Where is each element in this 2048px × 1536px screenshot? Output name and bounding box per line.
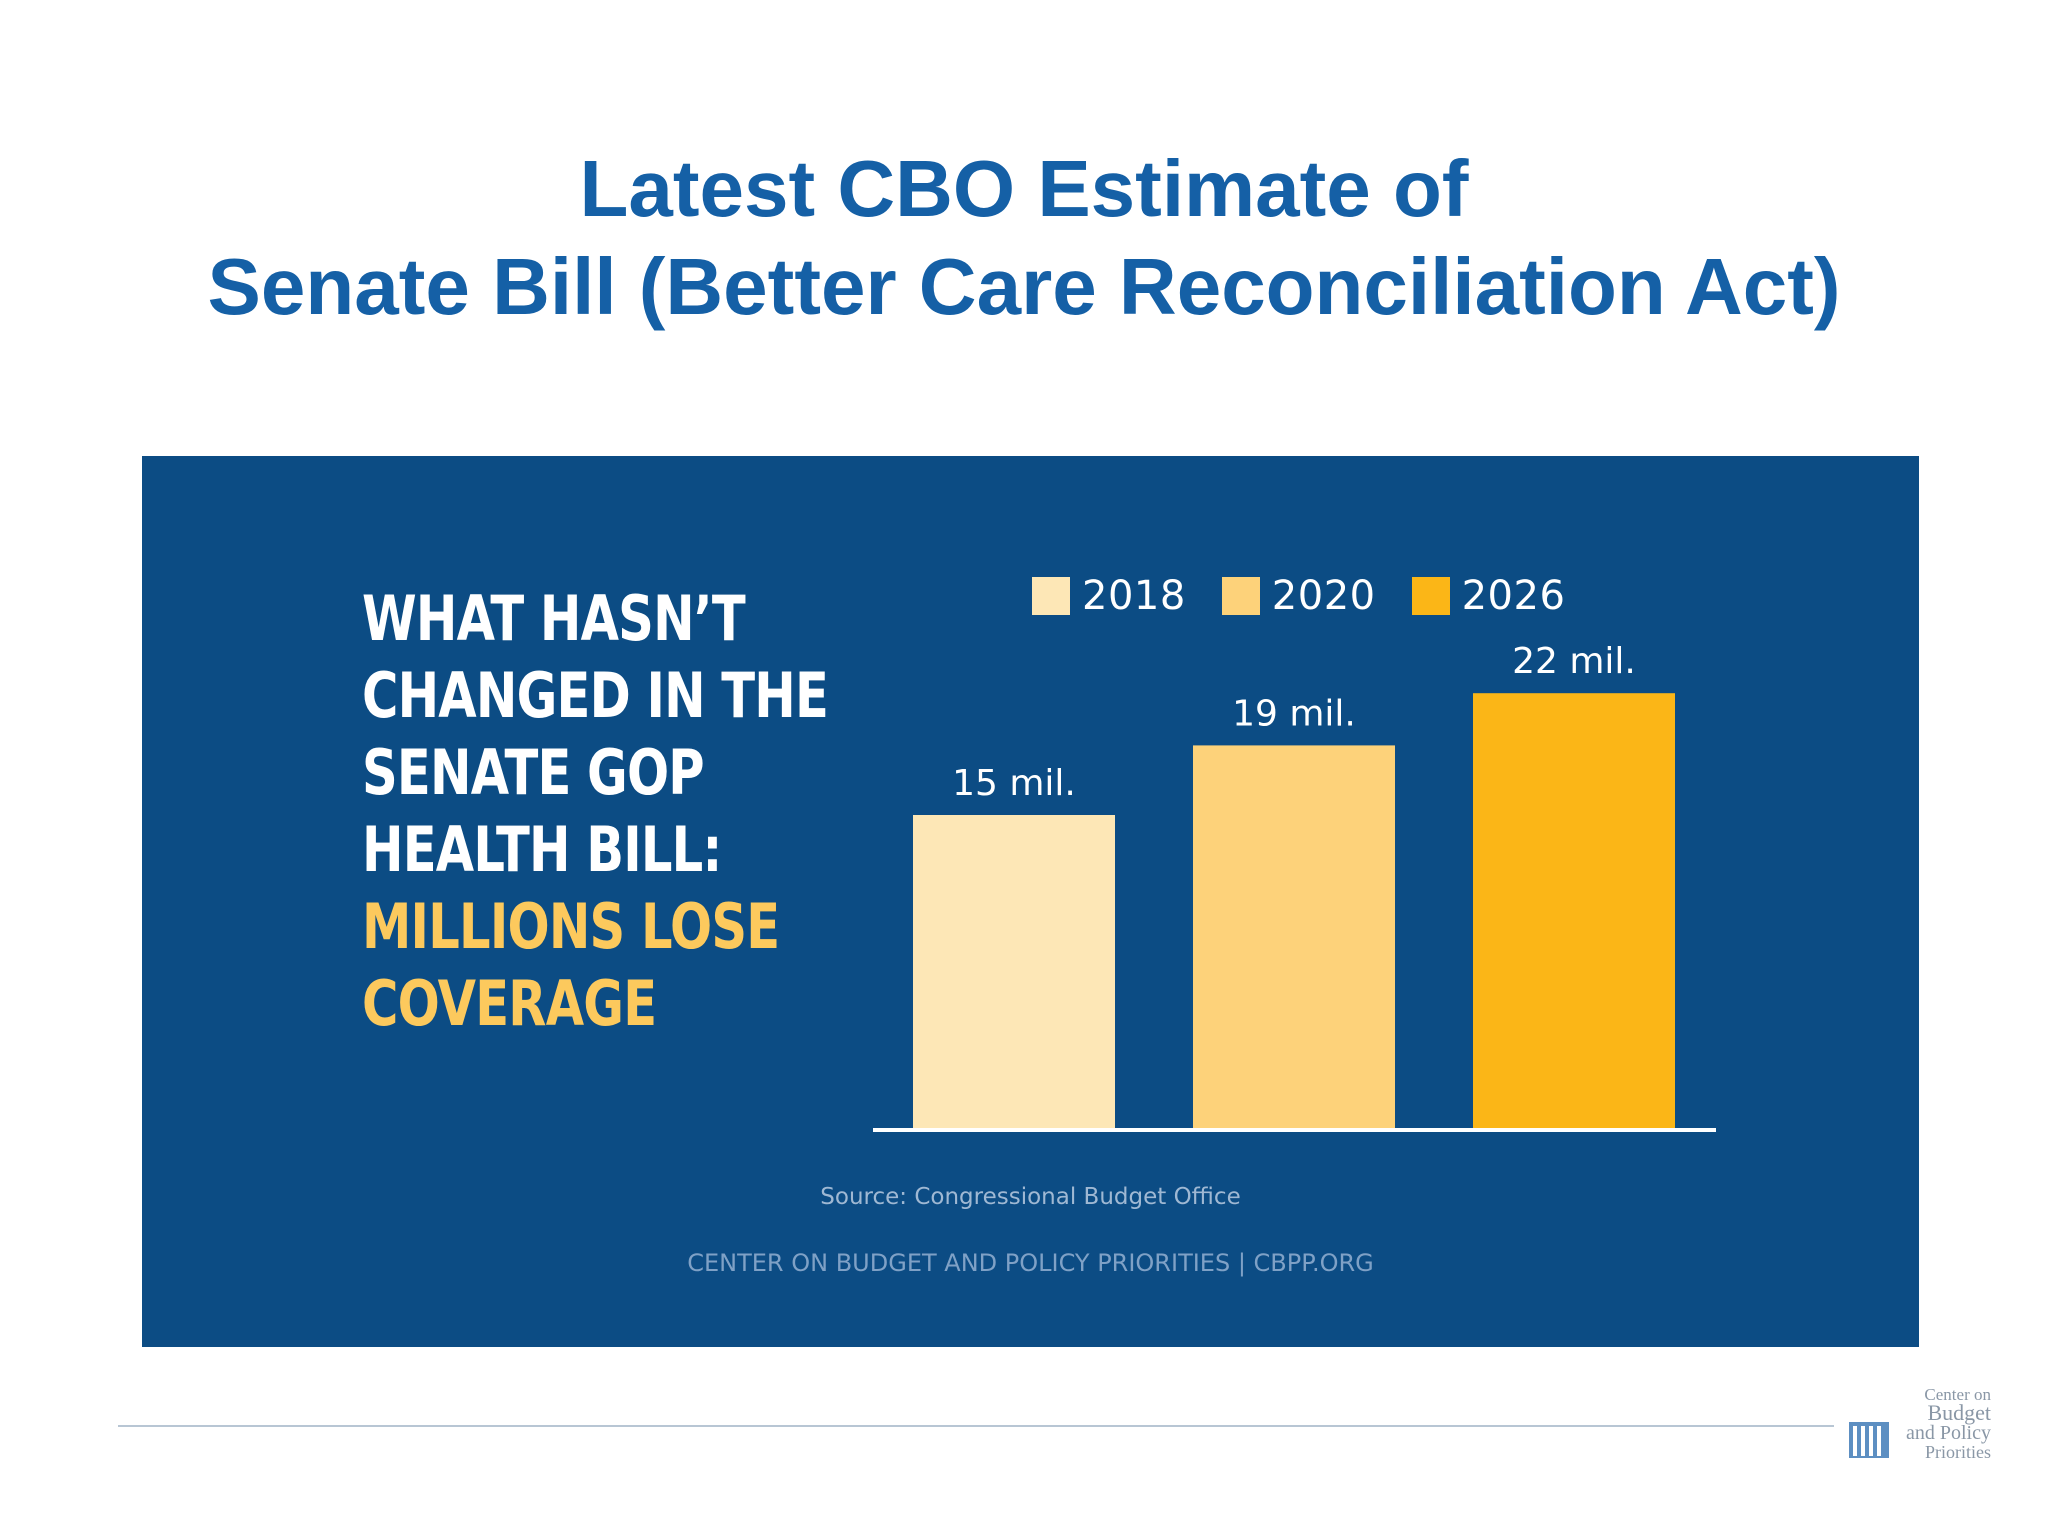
legend-swatch [1221,577,1260,615]
legend-item-2026: 2026 [1411,573,1566,619]
chart-legend: 2018 2020 2026 [1032,573,1601,619]
headline-accent: MILLIONS LOSE COVERAGE [362,888,828,1042]
logo-line: and Policy [1906,1422,1991,1444]
bar-2026 [1473,693,1675,1128]
cbpp-logo: Center on Budget and Policy Priorities [1845,1386,1995,1470]
headline-line: WHAT HASN’T [362,582,746,655]
slide-title-line-2: Senate Bill (Better Care Reconciliation … [207,242,1841,331]
headline-main: WHAT HASN’T CHANGED IN THE SENATE GOP HE… [362,580,829,888]
columns-building-icon [1849,1422,1889,1458]
legend-label: 2026 [1461,573,1566,619]
logo-line: Center on [1924,1385,1991,1404]
legend-label: 2018 [1082,573,1186,619]
headline-line: HEALTH BILL: [362,813,722,886]
bar-chart: 15 mil. 19 mil. 22 mil. [873,641,1716,1132]
data-label-2026: 22 mil. [1512,641,1636,682]
footer-divider [118,1425,1834,1427]
logo-line: Priorities [1925,1442,1991,1462]
slide-title-line-1: Latest CBO Estimate of [579,144,1469,233]
headline: WHAT HASN’T CHANGED IN THE SENATE GOP HE… [362,580,829,1042]
legend-swatch [1032,577,1070,615]
bar-2018 [913,815,1115,1128]
data-label-2018: 15 mil. [952,763,1076,804]
headline-line: SENATE GOP [362,736,705,809]
infographic-panel: WHAT HASN’T CHANGED IN THE SENATE GOP HE… [142,456,1919,1347]
slide-title: Latest CBO Estimate of Senate Bill (Bett… [0,140,2048,336]
legend-label: 2020 [1271,573,1376,619]
bar-2020 [1193,745,1395,1128]
logo-line: Budget [1927,1400,1991,1425]
legend-swatch [1411,577,1450,615]
logo-text: Center on Budget and Policy Priorities [1865,1386,1991,1461]
headline-line: CHANGED IN THE [362,659,829,732]
source-note: Source: Congressional Budget Office [820,1184,1241,1210]
headline-accent-line: COVERAGE [362,967,657,1040]
org-credit: CENTER ON BUDGET AND POLICY PRIORITIES |… [687,1249,1374,1277]
legend-item-2018: 2018 [1032,573,1186,619]
headline-accent-line: MILLIONS LOSE [362,890,780,963]
data-label-2020: 19 mil. [1232,693,1356,734]
legend-item-2020: 2020 [1221,573,1376,619]
